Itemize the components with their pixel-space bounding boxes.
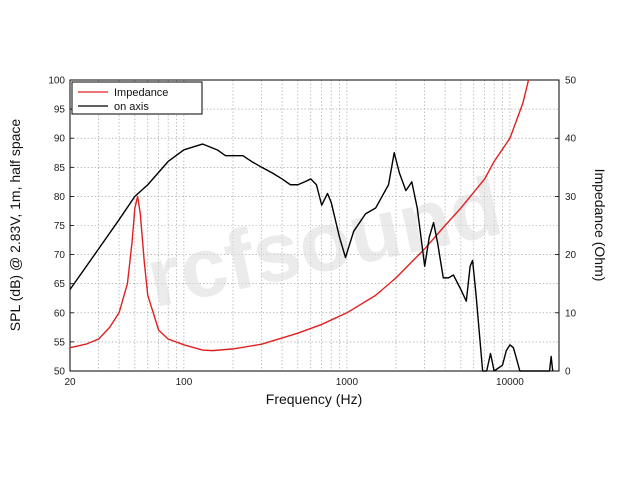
y-tick-label: 75	[54, 221, 66, 232]
grid	[70, 80, 559, 371]
x-axis-title: Frequency (Hz)	[266, 391, 362, 407]
y-tick-label: 80	[54, 192, 66, 203]
y-tick-label: 85	[54, 163, 66, 174]
y-tick-label: 65	[54, 279, 66, 290]
series-line-on-axis	[69, 143, 554, 372]
y-tick-label: 50	[54, 367, 66, 378]
y2-tick-label: 30	[565, 192, 577, 203]
x-tick-label: 10000	[496, 377, 524, 388]
y-tick-label: 70	[54, 250, 66, 261]
y2-tick-label: 10	[565, 308, 577, 319]
x-tick-label: 20	[64, 377, 76, 388]
x-tick-label: 1000	[336, 377, 359, 388]
y-tick-label: 55	[54, 337, 66, 348]
y2-tick-label: 0	[565, 367, 571, 378]
legend-box	[71, 81, 203, 115]
y-tick-label: 100	[48, 76, 65, 87]
legend-label-impedance: Impedance	[114, 87, 168, 99]
legend: Impedance on axis	[71, 81, 203, 115]
y-tick-label: 90	[54, 134, 66, 145]
watermark: rcfsound	[138, 158, 509, 325]
legend-label-on-axis: on axis	[114, 101, 149, 113]
y-axis-title: SPL (dB) @ 2.83V, 1m, half space	[7, 119, 23, 332]
series-lines	[69, 79, 554, 372]
y2-tick-label: 20	[565, 250, 577, 261]
series-line-impedance	[69, 79, 530, 352]
y-tick-label: 60	[54, 308, 66, 319]
y-tick-label: 95	[54, 105, 66, 116]
y2-tick-label: 40	[565, 134, 577, 145]
y2-tick-label: 50	[565, 76, 577, 87]
x-tick-label: 100	[176, 377, 193, 388]
y2-axis-title: Impedance (Ohm)	[592, 169, 608, 282]
